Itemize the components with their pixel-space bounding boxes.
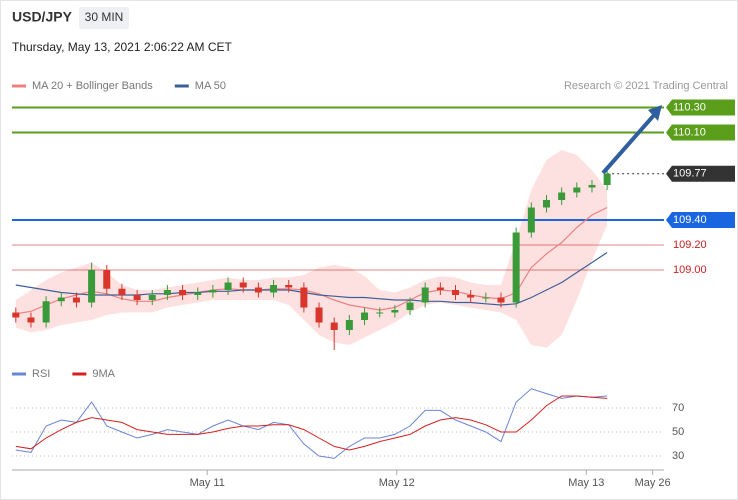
- candle-body: [406, 302, 414, 310]
- candle-body: [133, 295, 141, 300]
- candle-body: [118, 288, 126, 295]
- rsi-line: [15, 395, 608, 451]
- candle-body: [224, 282, 232, 290]
- ma-line: [15, 206, 608, 315]
- candle-body: [270, 285, 278, 293]
- candle-body: [345, 320, 353, 330]
- candle-body: [452, 290, 460, 295]
- candle-body: [72, 297, 80, 303]
- level-label: 109.20: [673, 239, 707, 251]
- legend-label: MA 50: [195, 80, 226, 92]
- candle-body: [391, 310, 399, 313]
- candle-body: [558, 192, 566, 200]
- candle-body: [148, 295, 156, 300]
- y-tick-label: 70: [672, 402, 684, 414]
- candle-body: [330, 322, 338, 330]
- candle-body: [254, 287, 262, 293]
- level-label: 110.30: [673, 101, 706, 113]
- candle-body: [12, 312, 20, 318]
- candle-body: [421, 287, 429, 303]
- y-tick-label: 50: [672, 426, 684, 438]
- candle-body: [482, 297, 490, 299]
- level-box: [666, 99, 735, 116]
- level-box: [666, 212, 735, 228]
- level-label: 109.77: [673, 168, 707, 180]
- arrow-head: [648, 105, 662, 121]
- candle-body: [163, 290, 171, 295]
- candle-body: [300, 287, 308, 308]
- candle-body: [603, 173, 611, 185]
- legend-label: MA 20 + Bollinger Bands: [32, 80, 153, 92]
- credit: Research © 2021 Trading Central: [564, 80, 728, 92]
- candle-body: [194, 292, 202, 295]
- x-tick-label: May 26: [635, 477, 671, 489]
- level-box: [666, 124, 735, 141]
- candle-body: [588, 185, 596, 188]
- level-label: 109.00: [673, 264, 707, 276]
- candle-body: [376, 312, 384, 314]
- level-box: [666, 165, 735, 182]
- symbol: USD/JPY: [12, 9, 73, 25]
- rsi-line: [15, 388, 608, 459]
- rsi-panel: RSI 9MA 30 50 70 May 11 May 12 May 13 May 26: [12, 368, 684, 489]
- x-tick-label: May 12: [379, 477, 415, 489]
- candle-body: [88, 270, 96, 303]
- interval: 30 MIN: [85, 10, 124, 24]
- legend-label: 9MA: [92, 368, 115, 380]
- x-tick-label: May 13: [568, 477, 604, 489]
- candle-body: [285, 285, 293, 288]
- interval-badge: [79, 7, 129, 29]
- candle-body: [42, 301, 50, 323]
- candle-body: [209, 290, 217, 293]
- candle-body: [436, 287, 444, 290]
- candle-body: [361, 312, 369, 320]
- forecast-arrow: [601, 112, 657, 175]
- candle-body: [103, 270, 111, 289]
- candle-body: [467, 295, 475, 298]
- datetime: Thursday, May 13, 2021 2:06:22 AM CET: [12, 40, 233, 54]
- candle-body: [512, 232, 520, 303]
- x-tick-label: May 11: [190, 477, 225, 489]
- candle-body: [573, 187, 581, 193]
- candle-body: [57, 297, 65, 302]
- candle-body: [527, 207, 535, 233]
- ma-line: [15, 251, 608, 306]
- level-label: 109.40: [673, 214, 707, 226]
- legend-label: RSI: [32, 368, 50, 380]
- candle-body: [239, 282, 247, 288]
- candle-body: [179, 290, 187, 295]
- candle-body: [27, 317, 35, 323]
- level-label: 110.10: [673, 126, 706, 138]
- candle-body: [542, 200, 550, 208]
- price-panel: MA 20 + Bollinger Bands MA 50 110.30 110.10…: [12, 80, 735, 350]
- y-tick-label: 30: [672, 450, 684, 462]
- candle-body: [497, 297, 505, 303]
- candle-body: [315, 307, 323, 323]
